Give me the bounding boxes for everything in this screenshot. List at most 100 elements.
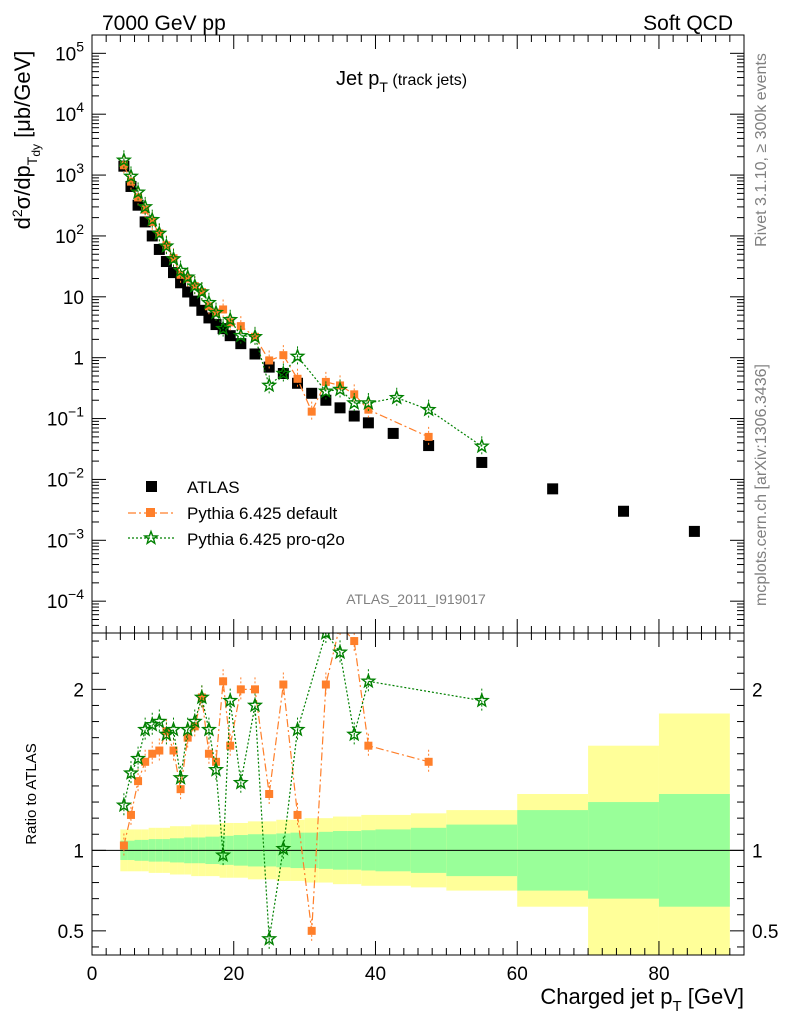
legend-label-atlas: ATLAS (187, 478, 240, 497)
legend: ATLAS Pythia 6.425 default Pythia 6.425 … (128, 478, 345, 549)
ratio-point-star (346, 725, 363, 742)
ratio-point-default (141, 757, 150, 766)
header-left-label: 7000 GeV pp (102, 12, 226, 35)
ratio-point-default (424, 757, 433, 766)
data-point-default (183, 274, 192, 283)
ratio-axis-ticks: 0.5 0.5 1 1 2 2 (58, 633, 778, 955)
series-line (123, 160, 483, 447)
main-axis-ticks: 10−4 10−3 10−2 10−1 1 10 102 103 104 105 (47, 34, 744, 634)
ratio-point-default (307, 926, 316, 935)
ratio-point-default (155, 746, 164, 755)
ratio-point-default (350, 637, 359, 646)
x-tick-label: 0 (87, 964, 98, 985)
ratio-y-tick-label: 2 (73, 680, 84, 701)
data-point-atlas (618, 505, 630, 517)
main-ylabel: d2σ/dpTdy [μb/GeV] (9, 51, 43, 230)
ratio-point-default (279, 680, 288, 689)
plot-title-suffix: (track jets) (388, 72, 467, 89)
data-point-star (222, 311, 239, 327)
data-point-star (388, 389, 405, 405)
rivet-version-label: Rivet 3.1.10, ≥ 300k events (753, 53, 770, 247)
ratio-point-star (151, 712, 168, 729)
ratio-point-star (360, 672, 377, 689)
data-point-star (215, 320, 232, 336)
ratio-point-default (226, 741, 235, 750)
ratio-y-tick-label: 2 (752, 680, 763, 701)
data-point-atlas (125, 180, 137, 192)
data-point-star (137, 198, 154, 214)
data-point-star (346, 394, 363, 410)
ratio-point-star (261, 930, 278, 946)
mcplots-label: mcplots.cern.ch [arXiv:1306.3436] (753, 364, 770, 606)
ratio-point-default (148, 749, 157, 758)
data-point-atlas (547, 483, 559, 495)
data-point-star (360, 394, 377, 410)
x-tick-label: 40 (365, 964, 386, 985)
x-tick-labels: 0 20 40 60 80 (87, 964, 670, 985)
analysis-watermark: ATLAS_2011_I919017 (346, 591, 486, 607)
data-point-atlas (320, 394, 332, 406)
ratio-y-tick-label: 1 (752, 841, 763, 862)
ratio-point-star (186, 712, 203, 729)
data-point-star (246, 328, 264, 344)
main-series-group (115, 150, 700, 537)
data-point-atlas (146, 230, 158, 242)
ratio-point-default (364, 741, 373, 750)
plot-title-sub: T (379, 79, 388, 95)
data-point-atlas (139, 216, 151, 228)
data-point-atlas (306, 387, 318, 399)
x-tick-label: 20 (223, 964, 244, 985)
data-point-atlas (476, 456, 488, 468)
ratio-y-tick-label: 0.5 (752, 922, 778, 943)
plot-title-main: Jet p (336, 68, 379, 90)
ratio-point-star (165, 721, 182, 737)
data-point-star (179, 268, 196, 285)
ratio-ylabel: Ratio to ATLAS (23, 743, 40, 844)
y-tick-label: 1 (73, 349, 84, 370)
ratio-series-group (115, 633, 490, 951)
data-point-star (317, 382, 334, 399)
data-point-atlas (423, 440, 435, 452)
ratio-point-star (137, 721, 154, 737)
ratio-point-default (169, 746, 178, 755)
ratio-point-default (321, 680, 330, 689)
legend-marker-atlas (146, 481, 157, 492)
ratio-point-star (179, 721, 196, 737)
ratio-point-star (275, 840, 292, 856)
ratio-point-default (134, 777, 143, 786)
data-point-atlas (203, 312, 215, 324)
xaxis-label: Charged jet pT [GeV] (540, 984, 744, 1015)
x-tick-label: 60 (507, 964, 528, 985)
x-tick-label: 80 (648, 964, 669, 985)
ratio-point-default (119, 841, 128, 850)
ratio-point-star (289, 721, 306, 737)
y-tick-label: 104 (55, 99, 84, 126)
data-point-star (151, 224, 168, 241)
ratio-point-default (251, 685, 259, 694)
legend-marker-default (146, 508, 155, 517)
data-point-atlas (168, 267, 179, 279)
series-line (123, 164, 429, 438)
data-point-default (424, 432, 433, 441)
data-point-star (232, 327, 249, 343)
y-tick-label: 105 (55, 38, 84, 65)
ratio-point-default (219, 677, 228, 686)
ratio-point-default (265, 790, 274, 798)
data-point-default (265, 356, 274, 365)
data-point-default (293, 374, 302, 383)
data-point-star (261, 376, 278, 393)
ratio-point-star (332, 643, 349, 660)
data-point-star (207, 304, 225, 320)
ratio-point-default (176, 785, 185, 794)
data-point-star (165, 250, 182, 266)
y-tick-label: 10−1 (47, 404, 84, 431)
ratio-point-star (222, 692, 239, 708)
data-point-default (119, 161, 128, 170)
ratio-series-line (123, 633, 482, 939)
data-point-atlas (153, 243, 165, 255)
data-point-default (126, 177, 135, 186)
data-point-atlas (387, 427, 399, 439)
ratio-point-star (232, 774, 249, 790)
data-point-star (122, 167, 140, 184)
